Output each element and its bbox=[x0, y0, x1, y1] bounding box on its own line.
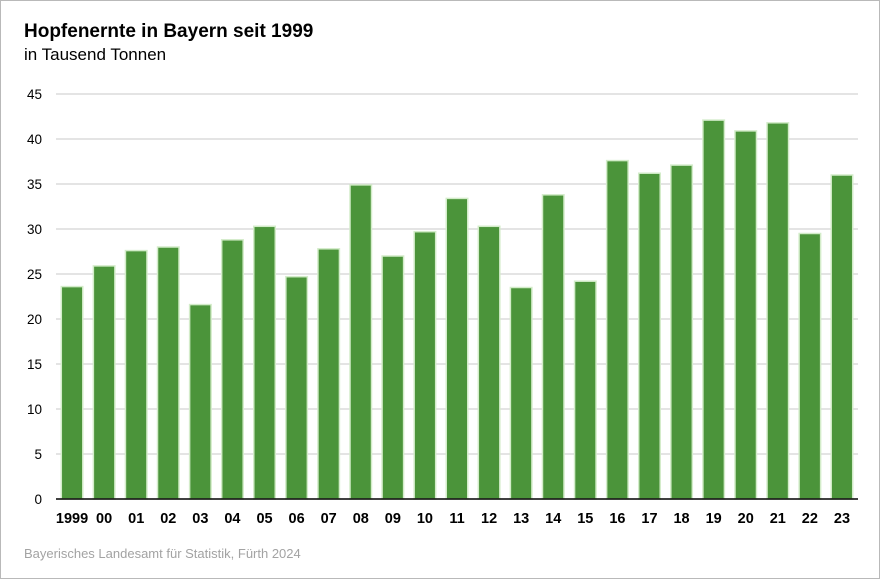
x-tick-label: 08 bbox=[353, 511, 369, 527]
x-tick-label: 10 bbox=[417, 511, 433, 527]
y-tick-label: 5 bbox=[34, 447, 42, 462]
chart-subtitle: in Tausend Tonnen bbox=[24, 45, 167, 64]
x-tick-label: 05 bbox=[256, 511, 272, 527]
bar bbox=[637, 172, 661, 500]
bar bbox=[734, 130, 758, 500]
bar bbox=[349, 184, 373, 500]
x-tick-label: 00 bbox=[96, 511, 112, 527]
x-tick-label: 21 bbox=[770, 511, 786, 527]
chart-title: Hopfenernte in Bayern seit 1999 bbox=[24, 21, 314, 42]
y-tick-label: 10 bbox=[27, 402, 42, 417]
x-tick-label: 03 bbox=[192, 511, 208, 527]
x-tick-label: 11 bbox=[449, 511, 464, 527]
bar bbox=[381, 255, 405, 500]
bar bbox=[541, 194, 565, 500]
bar bbox=[124, 249, 148, 500]
x-tick-label: 14 bbox=[545, 511, 561, 527]
x-tick-label: 1999 bbox=[56, 511, 88, 527]
bar bbox=[188, 303, 212, 500]
x-tick-label: 02 bbox=[160, 511, 176, 527]
x-tick-label: 06 bbox=[289, 511, 305, 527]
y-tick-label: 30 bbox=[27, 222, 42, 237]
x-axis-ticks: 1999 00 01 02 03 04 05 06 07 08 09 10 11 12 13 14 15 16 17… bbox=[56, 511, 850, 527]
x-tick-label: 01 bbox=[128, 511, 144, 527]
x-tick-label: 04 bbox=[224, 511, 240, 527]
bar bbox=[413, 230, 437, 500]
x-tick-label: 23 bbox=[834, 511, 850, 527]
y-axis-ticks: 0 5 10 15 20 25 30 35 40 45 bbox=[27, 87, 42, 507]
bar bbox=[509, 286, 533, 500]
y-tick-label: 20 bbox=[27, 312, 42, 327]
x-tick-label: 18 bbox=[673, 511, 689, 527]
x-tick-label: 16 bbox=[609, 511, 625, 527]
bar bbox=[445, 197, 469, 500]
y-tick-label: 0 bbox=[34, 492, 42, 507]
y-tick-label: 35 bbox=[27, 177, 42, 192]
y-tick-label: 40 bbox=[27, 132, 42, 147]
y-tick-label: 15 bbox=[27, 357, 42, 372]
bar bbox=[766, 122, 790, 500]
bar bbox=[670, 164, 694, 500]
source-note: Bayerisches Landesamt für Statistik, Für… bbox=[24, 546, 301, 561]
bar bbox=[573, 280, 597, 500]
bar bbox=[156, 246, 180, 500]
bar bbox=[285, 275, 309, 500]
y-tick-label: 25 bbox=[27, 267, 42, 282]
x-tick-label: 12 bbox=[481, 511, 497, 527]
bar bbox=[220, 239, 244, 500]
bars bbox=[56, 119, 858, 500]
x-tick-label: 09 bbox=[385, 511, 401, 527]
x-tick-label: 19 bbox=[706, 511, 722, 527]
bar bbox=[60, 285, 84, 500]
bar bbox=[830, 174, 854, 500]
x-tick-label: 17 bbox=[641, 511, 657, 527]
x-tick-label: 13 bbox=[513, 511, 529, 527]
bar bbox=[317, 248, 341, 500]
bar bbox=[92, 265, 116, 500]
x-tick-label: 15 bbox=[577, 511, 593, 527]
bar bbox=[702, 119, 726, 500]
x-tick-label: 07 bbox=[321, 511, 337, 527]
bar bbox=[798, 232, 822, 500]
y-tick-label: 45 bbox=[27, 87, 42, 102]
bar bbox=[605, 159, 629, 500]
x-tick-label: 22 bbox=[802, 511, 818, 527]
x-tick-label: 20 bbox=[738, 511, 754, 527]
bar bbox=[253, 225, 277, 500]
bar bbox=[477, 225, 501, 500]
